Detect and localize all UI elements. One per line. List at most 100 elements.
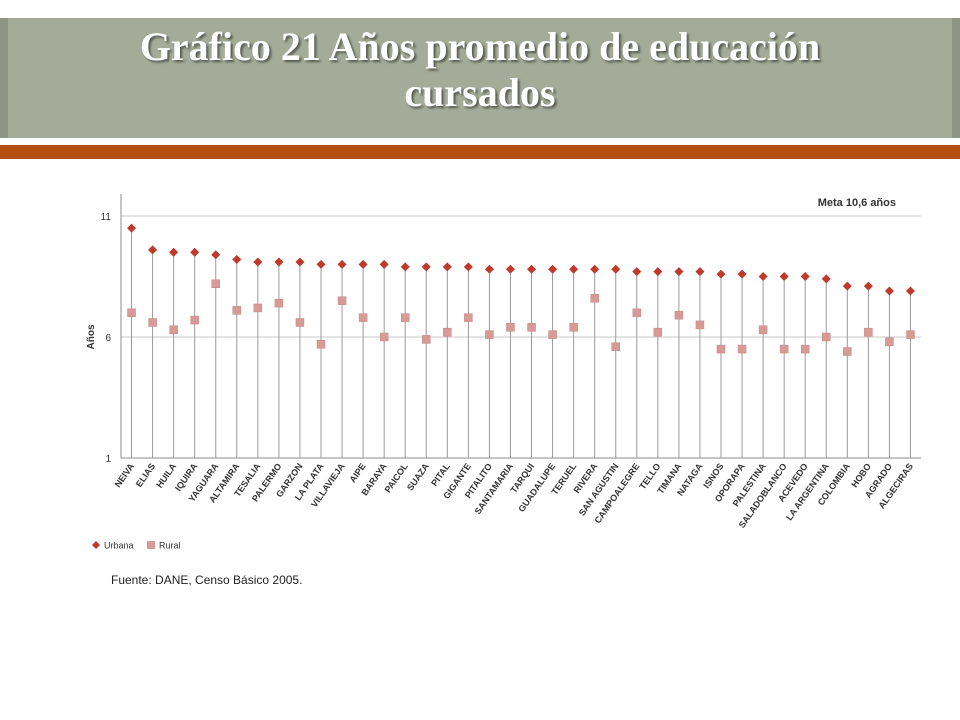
y-axis-label: Años xyxy=(86,324,97,349)
urbana-point xyxy=(716,269,726,279)
urbana-point xyxy=(632,267,642,277)
rural-point xyxy=(758,325,768,334)
rural-point xyxy=(316,340,326,349)
rural-point xyxy=(337,296,347,305)
source-note: Fuente: DANE, Censo Básico 2005. xyxy=(111,573,303,587)
x-tick-label: NEIVA xyxy=(113,461,137,489)
rural-point xyxy=(906,330,915,339)
accent-bar xyxy=(0,145,960,159)
urbana-point xyxy=(758,272,768,281)
urbana-point xyxy=(548,264,558,274)
urbana-point xyxy=(779,272,789,281)
slide-title-line2: cursados xyxy=(404,70,556,115)
rural-point xyxy=(379,332,389,342)
rural-point xyxy=(422,335,431,344)
x-tick-label: ELIAS xyxy=(134,461,157,488)
urbana-point xyxy=(695,267,705,277)
rural-point xyxy=(864,327,873,337)
urbana-point xyxy=(379,259,389,269)
urbana-point xyxy=(253,257,263,267)
urbana-point xyxy=(400,262,410,272)
rural-point xyxy=(400,313,410,322)
rural-point xyxy=(779,344,789,354)
rural-point xyxy=(295,318,305,327)
urbana-point xyxy=(590,264,600,274)
urbana-point xyxy=(148,245,158,255)
x-tick-label: SUAZA xyxy=(405,461,431,493)
rural-point xyxy=(653,327,663,337)
urbana-point xyxy=(800,272,810,281)
title-band-right-edge xyxy=(952,18,960,138)
rural-point xyxy=(506,323,515,332)
urbana-point xyxy=(295,257,305,267)
rural-point xyxy=(548,330,557,339)
rural-point xyxy=(527,323,536,332)
urbana-point xyxy=(169,247,179,257)
rural-point xyxy=(716,344,726,354)
slide-title-line1: Gráfico 21 Años promedio de educación xyxy=(139,24,821,69)
rural-point xyxy=(590,294,599,303)
legend-urbana-label: Urbana xyxy=(104,541,134,551)
rural-point xyxy=(737,344,747,354)
urbana-point xyxy=(484,264,494,274)
title-band xyxy=(0,18,960,138)
urbana-point xyxy=(674,267,684,277)
stems xyxy=(131,228,911,458)
y-tick-label: 6 xyxy=(105,333,111,344)
urbana-point xyxy=(842,281,852,291)
urbana-point xyxy=(569,264,579,274)
urbana-point xyxy=(232,255,242,265)
urbana-point xyxy=(884,286,894,296)
urbana-point xyxy=(337,259,347,269)
urbana-point xyxy=(358,259,368,269)
rural-point xyxy=(569,323,578,332)
urbana-point xyxy=(821,274,831,284)
urbana-point xyxy=(421,262,431,272)
gridlines xyxy=(121,215,921,459)
rural-point xyxy=(127,308,136,318)
rural-point xyxy=(800,344,810,354)
urbana-point xyxy=(190,247,200,257)
urbana-point xyxy=(274,257,284,267)
rural-point xyxy=(885,337,894,347)
rural-point xyxy=(211,279,220,289)
legend-rural-label: Rural xyxy=(159,541,181,551)
y-tick-label: 11 xyxy=(101,212,112,223)
legend-rural-marker xyxy=(147,541,155,549)
rural-point xyxy=(674,310,684,320)
rural-point xyxy=(253,303,263,313)
urbana-point xyxy=(127,223,137,233)
urbana-point xyxy=(863,281,873,291)
legend-urbana-marker xyxy=(92,541,100,549)
rural-point xyxy=(190,315,199,325)
rural-point xyxy=(485,330,494,339)
rural-point xyxy=(843,347,852,356)
rural-point xyxy=(148,318,157,327)
urbana-point xyxy=(463,262,473,272)
urbana-point xyxy=(527,264,537,274)
urbana-point xyxy=(505,264,515,274)
y-tick-label: 1 xyxy=(105,454,111,465)
title-band-left-edge xyxy=(0,18,8,138)
meta-annotation: Meta 10,6 años xyxy=(818,197,896,209)
rural-point xyxy=(274,298,284,308)
rural-point xyxy=(232,306,242,315)
rural-point xyxy=(443,327,452,337)
rural-point xyxy=(632,308,642,318)
rural-point xyxy=(611,342,620,351)
axes xyxy=(120,194,921,459)
rural-point xyxy=(822,332,831,342)
urbana-point xyxy=(211,250,221,260)
rural-point xyxy=(695,320,705,330)
x-tick-label: AIPE xyxy=(347,461,367,484)
urbana-point xyxy=(611,264,621,274)
markers xyxy=(127,223,915,356)
urbana-point xyxy=(442,262,452,272)
rural-point xyxy=(464,313,473,322)
rural-point xyxy=(169,325,178,334)
rural-point xyxy=(358,313,368,322)
slide-title: Gráfico 21 Años promedio de educación cu… xyxy=(0,24,960,116)
urbana-point xyxy=(737,269,747,279)
